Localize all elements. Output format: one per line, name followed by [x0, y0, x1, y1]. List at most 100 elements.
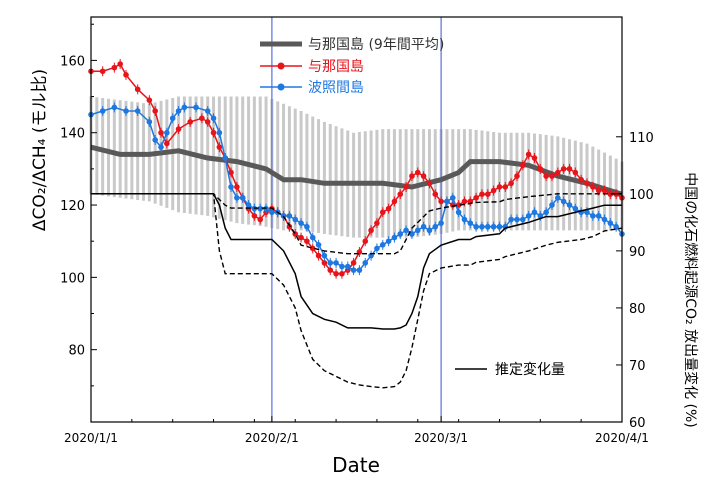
data-point	[473, 195, 479, 201]
data-point	[391, 198, 398, 205]
x-tick-label: 2020/1/1	[64, 431, 118, 445]
data-point	[420, 223, 427, 230]
data-point	[333, 260, 339, 266]
data-point	[426, 227, 433, 234]
data-point	[566, 166, 573, 172]
data-point	[298, 220, 304, 226]
data-point	[204, 119, 211, 125]
data-point	[356, 267, 363, 273]
data-point	[204, 108, 211, 114]
left-tick-label: 80	[68, 344, 85, 359]
data-point	[146, 119, 153, 125]
data-point	[403, 184, 409, 190]
data-point	[134, 108, 141, 114]
left-axis-title: ΔCO₂/ΔCH₄ (モル比)	[30, 69, 50, 231]
data-point	[590, 184, 596, 190]
series-line	[90, 144, 623, 197]
data-point	[152, 137, 158, 143]
left-tick-label: 120	[60, 199, 85, 214]
data-point	[251, 213, 258, 219]
data-point	[572, 205, 579, 212]
data-point	[520, 162, 526, 169]
data-point	[315, 252, 322, 259]
data-point	[117, 61, 123, 67]
data-point	[543, 173, 549, 179]
data-point	[520, 216, 526, 223]
data-point	[391, 234, 398, 241]
data-point	[595, 187, 602, 194]
data-point	[158, 129, 164, 136]
data-point	[245, 202, 252, 208]
data-point	[531, 209, 538, 216]
data-point	[228, 184, 234, 190]
data-point	[111, 64, 118, 71]
data-point	[607, 220, 614, 226]
data-point	[584, 209, 590, 216]
left-tick-label: 100	[60, 271, 85, 286]
data-point	[414, 169, 421, 176]
data-point	[344, 263, 351, 270]
data-point	[362, 260, 369, 266]
data-point	[525, 151, 532, 158]
data-point	[292, 216, 299, 223]
data-point	[379, 209, 386, 216]
left-tick-label: 160	[60, 54, 85, 69]
data-point	[210, 115, 217, 122]
data-point	[432, 191, 439, 197]
data-point	[181, 104, 188, 111]
data-point	[146, 97, 153, 103]
data-point	[461, 198, 468, 205]
data-point	[479, 223, 485, 230]
data-point	[269, 209, 275, 216]
data-point	[239, 195, 246, 201]
data-point	[321, 252, 328, 259]
data-point	[514, 216, 520, 223]
data-point	[496, 184, 503, 190]
data-point	[607, 191, 614, 197]
data-point	[374, 245, 380, 252]
right-tick-label: 70	[629, 359, 646, 374]
data-point	[111, 104, 118, 111]
data-point	[327, 267, 334, 273]
data-point	[315, 242, 322, 248]
axis-layer: 80 100 120 140 160 60 70 80 90 100 110 2020/1/1 2020…	[60, 23, 654, 445]
data-point	[216, 144, 223, 150]
x-tick-label: 2020/2/1	[245, 431, 299, 445]
data-point	[321, 260, 328, 266]
data-point	[484, 223, 491, 230]
data-point	[99, 68, 106, 75]
series-line	[91, 193, 623, 389]
data-point	[175, 126, 182, 132]
data-point	[175, 108, 182, 114]
data-point	[560, 166, 567, 172]
right-tick-label: 100	[629, 188, 654, 203]
data-point	[601, 187, 608, 194]
data-point	[555, 169, 561, 176]
data-point	[164, 129, 170, 136]
data-point	[216, 129, 223, 136]
data-point	[199, 115, 205, 122]
legend-label-estimate: 推定変化量	[495, 361, 565, 378]
x-tick-label: 2020/4/1	[595, 431, 649, 445]
data-point	[420, 173, 427, 179]
data-point	[234, 184, 240, 190]
data-point	[304, 238, 310, 244]
data-point	[514, 173, 520, 179]
data-point	[210, 129, 217, 136]
data-point	[379, 242, 386, 248]
data-point	[397, 231, 404, 237]
legend-marker-hateruma	[277, 83, 285, 91]
data-point	[368, 227, 374, 234]
data-point	[490, 187, 497, 194]
data-point	[123, 108, 129, 114]
data-point	[508, 216, 514, 223]
data-point	[385, 205, 392, 212]
data-point	[286, 223, 293, 230]
data-point	[403, 227, 409, 234]
data-point	[187, 119, 193, 125]
data-point	[409, 173, 415, 179]
data-point	[455, 209, 462, 216]
data-point	[490, 223, 497, 230]
data-point	[555, 195, 561, 201]
